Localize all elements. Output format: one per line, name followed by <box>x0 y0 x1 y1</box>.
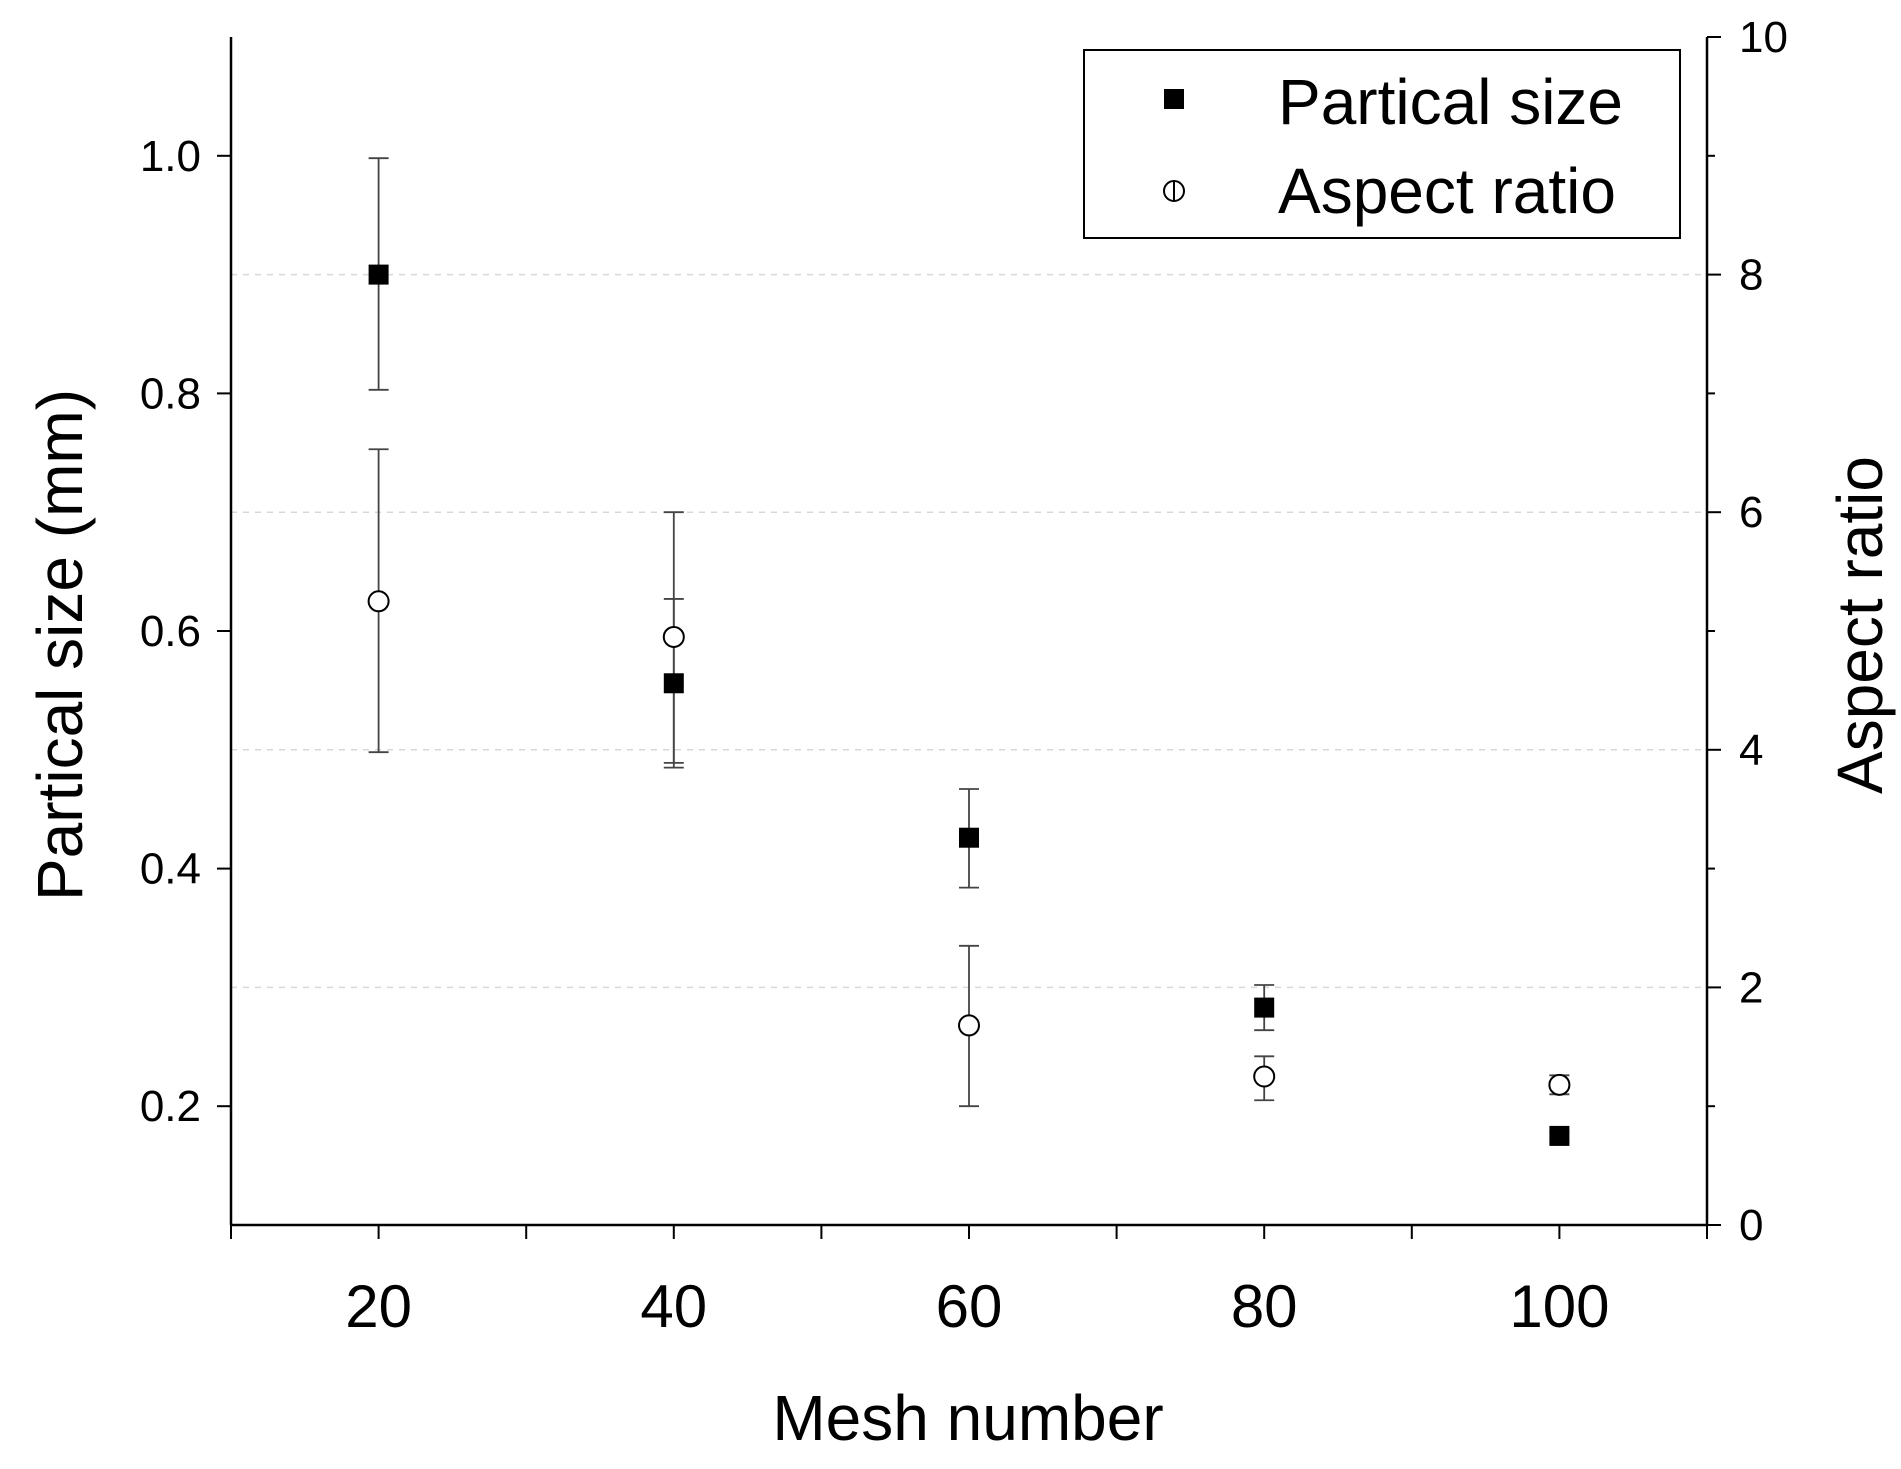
y-tick-label: 1.0 <box>140 132 201 181</box>
partical-size-point <box>663 673 684 694</box>
legend-box <box>1083 49 1681 239</box>
y2-tick-label: 0 <box>1739 1201 1763 1250</box>
aspect-ratio-point <box>958 1014 980 1037</box>
y2-tick-label: 8 <box>1739 251 1763 300</box>
axes <box>217 36 1721 1239</box>
x-tick-label: 60 <box>936 1273 1003 1340</box>
y2-tick-label: 4 <box>1739 726 1763 775</box>
y2-axis-title: Aspect ratio <box>1824 456 1896 794</box>
legend: Partical size Aspect ratio <box>1083 49 1681 239</box>
gridlines <box>231 273 1707 989</box>
x-axis-title: Mesh number <box>772 1382 1163 1454</box>
y2-tick-label: 10 <box>1739 13 1788 62</box>
x-tick-label: 40 <box>640 1273 707 1340</box>
partical-size-point <box>959 827 979 848</box>
y2-tick-label: 2 <box>1739 963 1763 1012</box>
partical-size-point <box>368 264 389 285</box>
y-tick-label: 0.4 <box>140 845 201 894</box>
legend-label-partical-size: Partical size <box>1278 66 1623 138</box>
aspect-ratio-point <box>1548 1073 1571 1096</box>
y-axis-title: Partical size (mm) <box>24 389 96 901</box>
y-tick-label: 0.2 <box>140 1082 201 1131</box>
y-tick-label: 0.8 <box>140 369 201 418</box>
y-tick-label: 0.6 <box>140 607 201 656</box>
aspect-ratio-point <box>1253 1065 1276 1088</box>
x-tick-label: 100 <box>1509 1273 1609 1340</box>
legend-label-aspect-ratio: Aspect ratio <box>1278 155 1616 227</box>
aspect-ratio-point <box>662 625 685 648</box>
partical-size-point <box>1549 1125 1570 1146</box>
x-tick-label: 20 <box>345 1273 412 1340</box>
y2-tick-label: 6 <box>1739 488 1763 537</box>
legend-marker-partical-size <box>1164 89 1184 109</box>
partical-size-point <box>1254 997 1275 1018</box>
x-tick-label: 80 <box>1231 1273 1298 1340</box>
data-markers <box>367 264 1571 1146</box>
tick-labels: 20 40 60 80 100 0.2 0.4 0.6 0.8 1.0 0 2 4 6 8 10 <box>140 13 1788 1340</box>
aspect-ratio-point <box>367 590 390 613</box>
